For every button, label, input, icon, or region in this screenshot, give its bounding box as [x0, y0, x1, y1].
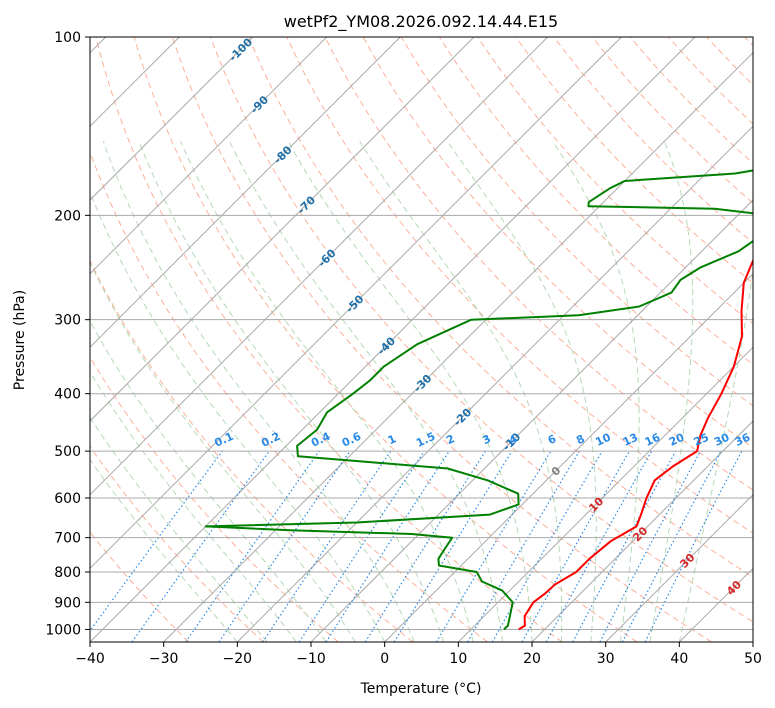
- dry-adiabat: [133, 37, 638, 642]
- x-tick-label: 0: [380, 651, 389, 667]
- dry-adiabat: [477, 37, 753, 325]
- isotherm-line: [90, 37, 328, 275]
- mixing-ratio-label: 1: [386, 432, 398, 447]
- dry-adiabat: [95, 37, 563, 642]
- moist-adiabat: [678, 266, 753, 642]
- isotherm-line: [752, 641, 753, 642]
- mixing-ratio-line: [521, 450, 631, 642]
- mixing-ratio-label: 25: [692, 431, 711, 449]
- x-tick-label: 30: [597, 651, 615, 667]
- y-tick-label: 800: [54, 565, 81, 581]
- moist-adiabat: [90, 416, 268, 642]
- y-tick-label: 700: [54, 531, 81, 547]
- x-tick-label: −30: [149, 651, 179, 667]
- isotherm-line: [163, 51, 753, 642]
- y-tick-label: 300: [54, 313, 81, 329]
- dry-adiabat: [90, 259, 414, 642]
- dry-adiabat: [171, 37, 712, 642]
- y-tick-label: 500: [54, 444, 81, 460]
- dry-adiabat: [90, 531, 190, 642]
- x-tick-label: −10: [296, 651, 326, 667]
- dry-adiabat: [668, 37, 753, 125]
- mixing-ratio-label: 30: [712, 431, 732, 449]
- dry-adiabat: [90, 150, 488, 642]
- isotherm-line: [457, 346, 753, 642]
- temperature-line: [518, 258, 753, 631]
- mixing-ratio-label: 16: [643, 431, 663, 449]
- mixing-ratio-line: [325, 450, 450, 642]
- y-tick-label: 400: [54, 387, 81, 403]
- isotherm-line: [384, 272, 753, 642]
- y-tick-label: 900: [54, 595, 81, 611]
- isotherm-line: [310, 199, 753, 642]
- plot-frame: [89, 36, 754, 643]
- mixing-ratio-line: [364, 450, 486, 642]
- dry-adiabat: [324, 37, 753, 491]
- isotherm-line: [90, 37, 475, 422]
- dry-adiabat: [744, 37, 753, 47]
- mixing-ratio-label: 8: [574, 432, 586, 447]
- dry-adiabat: [400, 37, 753, 407]
- isotherm-line: [678, 567, 753, 642]
- mixing-ratio-line: [572, 450, 677, 642]
- mixing-ratio-label: 6: [546, 432, 559, 447]
- moist-adiabat: [446, 141, 597, 642]
- mixing-ratio-label: 10: [593, 431, 613, 449]
- y-tick-label: 600: [54, 491, 81, 507]
- mixing-ratio-label: 3: [480, 432, 492, 447]
- mixing-ratio-line: [262, 450, 392, 642]
- dewpoint-line: [204, 169, 753, 631]
- chart-title: wetPf2_YM08.2026.092.14.44.E15: [284, 12, 558, 32]
- x-axis-label: Temperature (°C): [360, 681, 482, 697]
- mixing-ratio-line: [393, 450, 513, 642]
- mixing-ratio-line: [466, 450, 580, 642]
- x-tick-label: −40: [75, 651, 105, 667]
- x-tick-label: 50: [744, 651, 762, 667]
- moist-adiabat: [102, 141, 415, 642]
- dry-adiabat: [591, 37, 753, 204]
- x-tick-label: −20: [223, 651, 253, 667]
- mixing-ratio-label: 2: [444, 432, 456, 447]
- mixing-ratio-label: 0.2: [259, 430, 282, 450]
- isotherm-line: [605, 493, 753, 642]
- y-tick-label: 1000: [45, 622, 81, 638]
- dry-adiabat: [515, 37, 753, 284]
- mixing-ratio-label: 20: [667, 431, 687, 449]
- mixing-ratio-label: 13: [621, 431, 640, 449]
- mixing-ratio-line: [435, 450, 552, 642]
- isotherm-line: [90, 37, 622, 570]
- isotherm-line: [236, 125, 753, 642]
- mixing-ratio-label: 0.1: [212, 430, 235, 450]
- y-tick-label: 100: [54, 30, 81, 46]
- isotherm-line: [90, 37, 254, 201]
- dry-adiabat: [90, 355, 339, 642]
- mixing-ratio-line: [131, 450, 270, 642]
- isotherm-label: -100: [226, 35, 255, 64]
- isotherm-line: [90, 37, 696, 642]
- dry-adiabat: [90, 445, 264, 642]
- y-tick-label: 200: [54, 208, 81, 224]
- x-tick-label: 20: [523, 651, 541, 667]
- mixing-ratio-line: [545, 450, 653, 642]
- mixing-ratio-line: [599, 450, 702, 642]
- mixing-ratio-label: 1.5: [414, 430, 437, 450]
- mixing-ratio-line: [90, 450, 223, 632]
- dry-adiabat: [248, 37, 753, 578]
- mixing-ratio-line: [298, 450, 425, 642]
- isotherm-line: [531, 420, 753, 642]
- isotherm-line: [90, 37, 401, 349]
- x-tick-label: 40: [670, 651, 688, 667]
- mixing-ratio-line: [185, 450, 320, 642]
- x-tick-label: 10: [449, 651, 467, 667]
- y-axis-label: Pressure (hPa): [12, 290, 28, 390]
- mixing-ratio-label: 0.6: [340, 430, 363, 450]
- moist-adiabat: [359, 141, 563, 642]
- moist-adiabat: [90, 370, 297, 642]
- dry-adiabat: [629, 37, 753, 165]
- mixing-ratio-line: [218, 450, 351, 642]
- isotherm-line: [90, 37, 549, 496]
- dry-adiabat: [210, 37, 753, 623]
- mixing-ratio-label: 36: [733, 431, 753, 449]
